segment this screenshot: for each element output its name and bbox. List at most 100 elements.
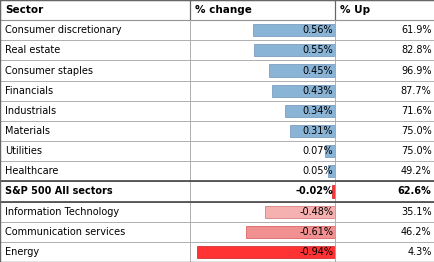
Text: Materials: Materials [5, 126, 50, 136]
Bar [0, 161, 434, 181]
Bar [331, 185, 334, 198]
Text: 4.3%: 4.3% [406, 247, 431, 257]
Text: 0.56%: 0.56% [302, 25, 332, 35]
Bar [197, 246, 334, 258]
Bar [0, 181, 190, 201]
Bar [0, 201, 434, 222]
Bar [0, 242, 190, 262]
Bar [245, 226, 334, 238]
Text: Financials: Financials [5, 86, 53, 96]
Bar [0, 61, 434, 81]
Bar [0, 222, 190, 242]
Text: 0.43%: 0.43% [302, 86, 332, 96]
Text: 82.8%: 82.8% [400, 45, 431, 55]
Bar [0, 0, 434, 20]
Text: -0.61%: -0.61% [299, 227, 332, 237]
Bar [0, 40, 434, 61]
Bar [0, 61, 190, 81]
Bar [0, 222, 434, 242]
Text: 75.0%: 75.0% [400, 146, 431, 156]
Bar [334, 0, 434, 20]
Text: 61.9%: 61.9% [400, 25, 431, 35]
Bar [289, 125, 334, 137]
Bar [324, 145, 334, 157]
Text: Utilities: Utilities [5, 146, 42, 156]
Text: Information Technology: Information Technology [5, 207, 119, 217]
Bar [334, 61, 434, 81]
Bar [190, 141, 334, 161]
Bar [334, 242, 434, 262]
Bar [269, 64, 334, 77]
Bar [0, 20, 434, 40]
Text: Energy: Energy [5, 247, 39, 257]
Bar [0, 40, 190, 61]
Bar [334, 20, 434, 40]
Bar [190, 40, 334, 61]
Text: 71.6%: 71.6% [400, 106, 431, 116]
Text: % Up: % Up [339, 5, 369, 15]
Bar [190, 121, 334, 141]
Bar [190, 81, 334, 101]
Text: 35.1%: 35.1% [400, 207, 431, 217]
Bar [334, 81, 434, 101]
Text: -0.48%: -0.48% [299, 207, 332, 217]
Bar [0, 242, 434, 262]
Bar [334, 222, 434, 242]
Bar [285, 105, 334, 117]
Text: Industrials: Industrials [5, 106, 56, 116]
Bar [264, 206, 334, 218]
Bar [334, 121, 434, 141]
Text: 0.45%: 0.45% [302, 66, 332, 75]
Bar [0, 141, 190, 161]
Text: Consumer staples: Consumer staples [5, 66, 93, 75]
Bar [0, 81, 434, 101]
Bar [0, 101, 434, 121]
Text: Consumer discretionary: Consumer discretionary [5, 25, 122, 35]
Bar [0, 181, 434, 201]
Text: 0.31%: 0.31% [302, 126, 332, 136]
Bar [327, 165, 334, 177]
Text: 96.9%: 96.9% [400, 66, 431, 75]
Bar [190, 20, 334, 40]
Bar [0, 181, 434, 201]
Bar [334, 141, 434, 161]
Bar [271, 85, 334, 97]
Bar [0, 141, 434, 161]
Bar [190, 61, 334, 81]
Bar [0, 81, 190, 101]
Text: S&P 500 All sectors: S&P 500 All sectors [5, 187, 112, 196]
Bar [0, 201, 190, 222]
Text: Communication services: Communication services [5, 227, 125, 237]
Bar [0, 20, 190, 40]
Text: Sector: Sector [5, 5, 43, 15]
Bar [253, 24, 334, 36]
Bar [334, 40, 434, 61]
Bar [190, 101, 334, 121]
Text: % change: % change [195, 5, 252, 15]
Bar [0, 121, 434, 141]
Bar [0, 101, 190, 121]
Bar [0, 0, 190, 20]
Text: Healthcare: Healthcare [5, 166, 59, 176]
Text: -0.02%: -0.02% [295, 187, 332, 196]
Bar [254, 44, 334, 56]
Bar [190, 222, 334, 242]
Bar [334, 181, 434, 201]
Text: 0.05%: 0.05% [302, 166, 332, 176]
Bar [190, 0, 334, 20]
Text: 0.55%: 0.55% [302, 45, 332, 55]
Bar [334, 101, 434, 121]
Bar [190, 181, 334, 201]
Text: 0.07%: 0.07% [302, 146, 332, 156]
Bar [190, 161, 334, 181]
Bar [190, 201, 334, 222]
Bar [190, 242, 334, 262]
Bar [0, 121, 190, 141]
Text: 46.2%: 46.2% [400, 227, 431, 237]
Bar [0, 161, 190, 181]
Text: -0.94%: -0.94% [299, 247, 332, 257]
Text: 75.0%: 75.0% [400, 126, 431, 136]
Text: 62.6%: 62.6% [397, 187, 431, 196]
Text: Real estate: Real estate [5, 45, 60, 55]
Text: 0.34%: 0.34% [302, 106, 332, 116]
